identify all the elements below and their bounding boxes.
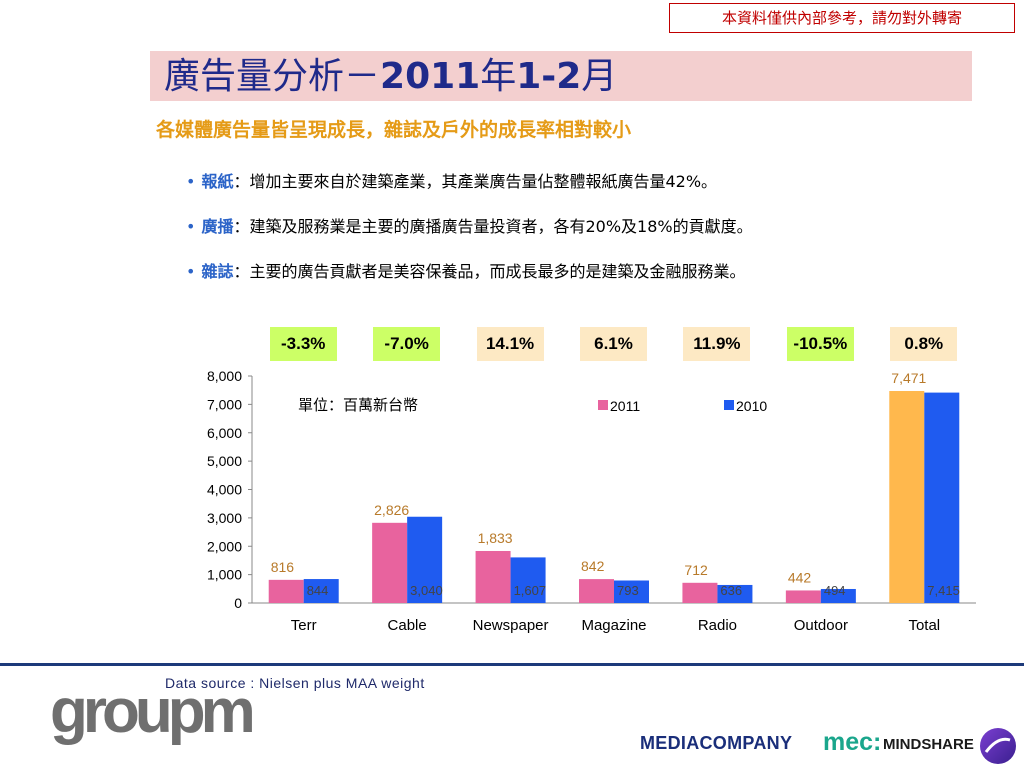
growth-rate-badge: -10.5% [786,327,854,361]
data-label-2010: 494 [824,583,846,598]
title-month-suffix: 月 [581,56,618,97]
footer-divider [0,663,1024,666]
y-tick-label: 8,000 [207,368,242,384]
data-label-2011: 442 [788,569,812,585]
data-label-2011: 712 [684,562,708,578]
growth-rate-badge: 11.9% [683,327,751,361]
bar-2010-terr [303,579,339,603]
data-label-2011: 7,471 [891,370,926,386]
y-tick-label: 4,000 [207,482,242,498]
title-bar [150,51,972,101]
y-tick-label: 5,000 [207,453,242,469]
x-tick-label: Magazine [581,617,646,634]
bar-2010-newspaper [510,557,546,603]
bar-2011-terr [268,579,304,603]
y-tick-label: 6,000 [207,425,242,441]
growth-rate-badge: 14.1% [476,327,544,361]
x-tick-label: Cable [388,617,427,634]
growth-rate-badge: 0.8% [890,327,958,361]
bullet-radio: • 廣播：建築及服務業是主要的廣播廣告量投資者，各有20%及18%的貢獻度。 [186,213,753,237]
bullet-keyword: 報紙 [201,172,234,191]
bar-2010-outdoor [820,588,856,603]
data-label-2010: 3,040 [410,583,443,598]
data-label-2010: 1,607 [514,583,547,598]
x-tick-label: Terr [291,617,317,634]
data-label-2010: 844 [307,583,329,598]
x-tick-label: Outdoor [794,617,848,634]
bullet-dot: • [186,172,196,191]
growth-rate-badge: -3.3% [269,327,337,361]
unit-note: 單位：百萬新台幣 [298,396,418,414]
bar-2011-magazine [579,579,614,603]
title-text: 廣告量分析－ [164,56,381,97]
bar-2011-radio [682,582,718,603]
bar-chart: 0 1,000 2,000 3,000 4,000 5,000 6,000 7,000 8,00… [207,368,976,634]
legend-swatch-2011 [598,400,608,410]
y-tick-label: 0 [234,595,242,611]
legend-label-2011: 2011 [610,398,640,414]
bar-2010-cable [407,516,443,603]
mindshare-logo-mark [980,728,1016,764]
y-tick-label: 7,000 [207,396,242,412]
x-tick-label: Total [908,617,940,634]
legend-swatch-2010 [724,400,734,410]
data-label-2010: 793 [617,583,639,598]
y-tick-label: 3,000 [207,510,242,526]
slide-subtitle: 各媒體廣告量皆呈現成長，雜誌及戶外的成長率相對較小 [156,119,632,141]
bullet-keyword: 廣播 [201,217,234,236]
mindshare-logo: MINDSHARE [883,736,974,753]
mediacompany-logo: MEDIACOMPANY [640,733,793,753]
data-label-2011: 816 [271,559,295,575]
confidential-note: 本資料僅供內部參考，請勿對外轉寄 [669,3,1015,33]
bullet-dot: • [186,262,196,281]
bar-2011-total [889,391,925,603]
y-tick-label: 2,000 [207,538,242,554]
bullet-text: ：建築及服務業是主要的廣播廣告量投資者，各有20%及18%的貢獻度。 [233,217,753,236]
bullet-newspaper: • 報紙：增加主要來自於建築產業，其產業廣告量佔整體報紙廣告量42%。 [186,168,717,192]
bullet-dot: • [186,217,196,236]
bar-2011-cable [372,522,408,603]
bar-2010-magazine [614,580,649,603]
bar-2011-newspaper [475,550,511,603]
bullet-text: ：增加主要來自於建築產業，其產業廣告量佔整體報紙廣告量42%。 [233,172,718,191]
bullet-keyword: 雜誌 [201,262,234,281]
data-label-2011: 2,826 [374,502,409,518]
mec-logo: mec: [823,728,882,756]
growth-rate-badge: -7.0% [373,327,441,361]
title-months: 1-2 [516,56,582,97]
x-tick-label: Newspaper [473,617,549,634]
bar-2010-radio [717,584,753,603]
data-label-2010: 7,415 [927,583,960,598]
legend-label-2010: 2010 [736,398,767,414]
bar-2010-total [924,392,960,603]
growth-rate-badge: 6.1% [580,327,647,361]
bullet-magazine: • 雜誌：主要的廣告貢獻者是美容保養品，而成長最多的是建築及金融服務業。 [186,258,745,282]
x-tick-label: Radio [698,617,737,634]
title-year-sep: 年 [480,56,517,97]
title-year: 2011 [380,56,481,97]
bar-2011-outdoor [785,590,821,603]
data-label-2011: 842 [581,558,605,574]
data-source: Data source : Nielsen plus MAA weight [165,675,425,691]
data-label-2011: 1,833 [478,530,513,546]
y-tick-label: 1,000 [207,567,242,583]
bullet-text: ：主要的廣告貢獻者是美容保養品，而成長最多的是建築及金融服務業。 [233,262,746,281]
data-label-2010: 636 [720,583,742,598]
slide-title: 廣告量分析－2011年1-2月 [164,54,617,100]
groupm-logo: groupm [50,677,256,746]
